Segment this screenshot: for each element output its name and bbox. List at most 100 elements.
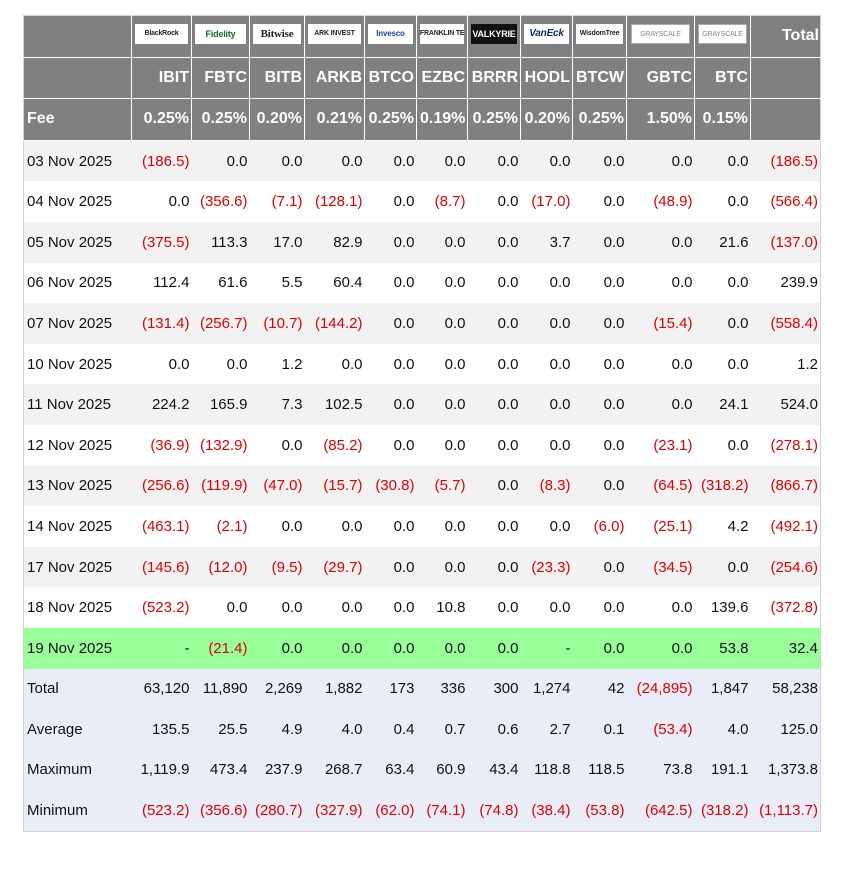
flow-value: 17.0 — [249, 221, 305, 263]
logo-cell: Invesco — [364, 15, 417, 58]
flow-value: 0.0 — [572, 384, 627, 425]
flow-value: 0.0 — [304, 587, 365, 628]
issuer-logo: WisdomTree — [576, 23, 623, 44]
flow-value: 0.0 — [572, 262, 627, 304]
flow-value: 0.0 — [520, 262, 573, 304]
flow-value: (318.2) — [694, 465, 751, 507]
flow-value: (12.0) — [191, 546, 250, 588]
flow-value: 0.0 — [626, 627, 695, 669]
flow-value: (523.2) — [131, 587, 192, 628]
flow-value: (256.6) — [131, 465, 192, 507]
flow-value: 0.0 — [520, 506, 573, 547]
flow-value: 24.1 — [694, 384, 751, 425]
flow-value: 1,119.9 — [131, 749, 192, 791]
flow-value: 7.3 — [249, 384, 305, 425]
issuer-logo: Bitwise — [253, 23, 301, 44]
flow-value: 0.0 — [249, 506, 305, 547]
flow-value: 102.5 — [304, 384, 365, 425]
flow-value: 0.1 — [572, 709, 627, 750]
ticker: BTCO — [364, 57, 417, 100]
flow-value: 0.0 — [626, 384, 695, 425]
issuer-logo: VALKYRIE — [471, 23, 517, 44]
table-header: BlackRock Fidelity Bitwise ARK INVEST Invesc… — [23, 15, 821, 141]
flow-value: (2.1) — [191, 506, 250, 547]
fee: 1.50% — [626, 98, 695, 141]
flow-value: 63,120 — [131, 668, 192, 710]
flow-value: (566.4) — [750, 181, 821, 222]
ticker: IBIT — [131, 57, 192, 100]
flow-value: 0.0 — [416, 303, 468, 344]
logo-cell: Bitwise — [249, 15, 305, 58]
flow-value: 0.0 — [467, 424, 521, 466]
flow-value: 60.9 — [416, 749, 468, 791]
flow-value: (53.4) — [626, 709, 695, 750]
issuer-logo: GRAYSCALE — [630, 23, 691, 44]
flow-value: 1.2 — [249, 343, 305, 385]
flow-value: 5.5 — [249, 262, 305, 304]
flow-value: (866.7) — [750, 465, 821, 507]
flow-value: 0.0 — [467, 627, 521, 669]
flow-value: 125.0 — [750, 709, 821, 750]
logo-cell: GRAYSCALE — [626, 15, 695, 58]
date: 04 Nov 2025 — [23, 181, 132, 222]
flow-value: (15.4) — [626, 303, 695, 344]
fee: 0.25% — [467, 98, 521, 141]
flow-value: 10.8 — [416, 587, 468, 628]
summary-label: Maximum — [23, 749, 132, 791]
flow-value: 4.0 — [694, 709, 751, 750]
flow-value: 0.0 — [131, 343, 192, 385]
flow-value: (36.9) — [131, 424, 192, 466]
flow-value: 0.0 — [694, 343, 751, 385]
logo-cell: VALKYRIE — [467, 15, 521, 58]
flow-value: 0.0 — [572, 343, 627, 385]
date: 03 Nov 2025 — [23, 140, 132, 182]
flow-value: 1,847 — [694, 668, 751, 710]
flow-value: 0.0 — [364, 262, 417, 304]
flow-value: (280.7) — [249, 790, 305, 832]
empty-cell — [750, 98, 821, 141]
flow-value: (254.6) — [750, 546, 821, 588]
flow-value: 0.0 — [572, 181, 627, 222]
date-row: 19 Nov 2025- (21.4) 0.0 0.0 0.0 0.0 0.0-0.0 0.0… — [23, 627, 821, 669]
flow-value: 118.5 — [572, 749, 627, 791]
summary-label: Minimum — [23, 790, 132, 832]
fee: 0.25% — [131, 98, 192, 141]
flow-value: 268.7 — [304, 749, 365, 791]
flow-value: 0.0 — [191, 140, 250, 182]
flow-value: (492.1) — [750, 506, 821, 547]
flow-value: 300 — [467, 668, 521, 710]
ticker: BTCW — [572, 57, 627, 100]
summary-row: Total 63,120 11,890 2,269 1,882 173 336 300 1,27… — [23, 668, 821, 710]
date-row: 05 Nov 2025 (375.5) 113.3 17.0 82.9 0.0 0.0 0.0… — [23, 221, 821, 263]
ticker: HODL — [520, 57, 573, 100]
flow-value: (6.0) — [572, 506, 627, 547]
flow-value: 237.9 — [249, 749, 305, 791]
flow-value: 1,373.8 — [750, 749, 821, 791]
fee-row: Fee 0.25% 0.25% 0.20% 0.21% 0.25% 0.19% 0.25% 0.… — [23, 98, 821, 141]
summary-row: Maximum 1,119.9 473.4 237.9 268.7 63.4 60.9 43.… — [23, 749, 821, 791]
flow-value: 135.5 — [131, 709, 192, 750]
flow-value: 191.1 — [694, 749, 751, 791]
empty-cell — [23, 57, 132, 100]
fee-label: Fee — [23, 98, 132, 141]
flow-value: 0.7 — [416, 709, 468, 750]
summary-row: Minimum (523.2) (356.6) (280.7) (327.9) (62.0… — [23, 790, 821, 832]
flow-value: (523.2) — [131, 790, 192, 832]
flow-value: 2.7 — [520, 709, 573, 750]
flow-value: 0.0 — [572, 627, 627, 669]
flow-value: (24,895) — [626, 668, 695, 710]
flow-value: 0.0 — [694, 303, 751, 344]
ticker: FBTC — [191, 57, 250, 100]
date-row: 03 Nov 2025 (186.5) 0.0 0.0 0.0 0.0 0.0 0.0 0.0 0… — [23, 140, 821, 182]
flow-value: 0.0 — [364, 343, 417, 385]
flow-value: 1,274 — [520, 668, 573, 710]
flow-value: (53.8) — [572, 790, 627, 832]
flow-value: 473.4 — [191, 749, 250, 791]
date-row: 18 Nov 2025 (523.2) 0.0 0.0 0.0 0.0 10.8 0.0 0.0… — [23, 587, 821, 628]
flow-value: 82.9 — [304, 221, 365, 263]
flow-value: 0.0 — [131, 181, 192, 222]
issuer-logo: GRAYSCALE — [698, 23, 747, 44]
flow-value: 0.0 — [467, 140, 521, 182]
flow-value: 0.0 — [364, 181, 417, 222]
flow-value: (48.9) — [626, 181, 695, 222]
